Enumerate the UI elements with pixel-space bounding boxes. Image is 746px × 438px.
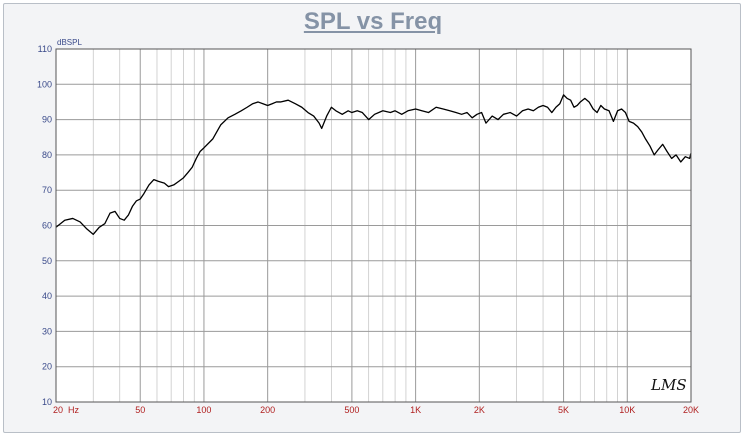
x-axis-ticks: 20 Hz 50 100 200 500 1K 2K 5K 10K 20K <box>53 405 699 415</box>
x-tick-label: 2K <box>474 405 485 415</box>
x-tick-label: 10K <box>619 405 635 415</box>
x-tick-label: 5K <box>558 405 569 415</box>
y-tick-label: 100 <box>37 79 52 89</box>
y-axis-ticks: 20 30 40 50 60 70 80 90 100 110 <box>37 44 52 372</box>
y-tick-label: 30 <box>42 326 52 336</box>
y-axis-label: dBSPL <box>57 38 82 47</box>
y-tick-label: 60 <box>42 221 52 231</box>
y-tick-label: 20 <box>42 362 52 372</box>
series-line-spl <box>55 94 692 235</box>
x-tick-label: 20K <box>683 405 699 415</box>
y-tick-label: 80 <box>42 150 52 160</box>
y-tick-label: 90 <box>42 115 52 125</box>
x-tick-label: 200 <box>260 405 275 415</box>
y-tick-label: 50 <box>42 256 52 266</box>
x-tick-label: 100 <box>196 405 211 415</box>
x-tick-label: 20 Hz <box>53 405 80 415</box>
y-tick-label: 70 <box>42 185 52 195</box>
y-tick-label: 40 <box>42 291 52 301</box>
x-tick-label: 1K <box>410 405 421 415</box>
chart-title: SPL vs Freq <box>303 8 443 35</box>
plot-border <box>55 48 692 403</box>
y-tick-label-bottom: 10 <box>42 397 52 407</box>
x-tick-label: 50 <box>135 405 145 415</box>
x-tick-label: 500 <box>344 405 359 415</box>
lms-watermark-logo: LMS <box>650 376 687 394</box>
y-tick-label: 110 <box>38 44 52 54</box>
